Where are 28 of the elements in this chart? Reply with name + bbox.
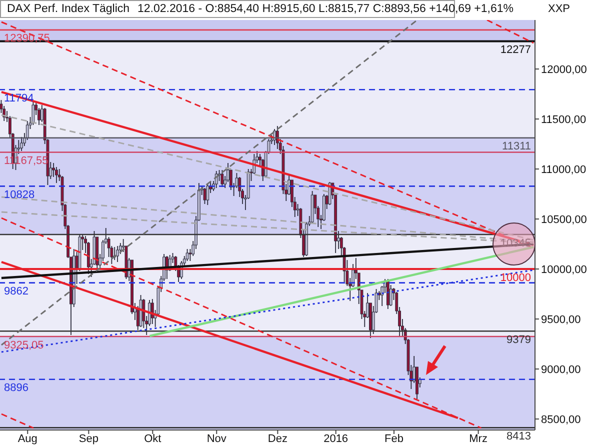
ref-line-label: 10828 (4, 189, 35, 202)
ref-line-label: 12277 (500, 44, 531, 56)
y-tick-label: 8500,00 (541, 414, 581, 426)
x-tick-label: Aug (18, 433, 38, 445)
x-tick-label: Mrz (469, 433, 488, 445)
ref-line-label: 11311 (502, 140, 531, 153)
y-tick-label: 12000,00 (541, 64, 587, 76)
y-tick-label: 10000,00 (541, 264, 587, 276)
x-tick-label: 2016 (324, 433, 348, 445)
y-tick-label: 9500,00 (541, 314, 581, 326)
ref-line-label: 8413 (506, 430, 531, 443)
y-tick-label: 10500,00 (541, 214, 587, 226)
ref-line-label: 9379 (506, 334, 531, 346)
x-tick-label: Dez (268, 433, 288, 445)
ref-line-label: 9325,05 (4, 339, 44, 352)
ref-line-label: 10000 (500, 272, 531, 284)
x-tick-label: Okt (144, 433, 162, 445)
y-tick-label: 9000,00 (541, 364, 581, 376)
y-tick-label: 11000,00 (541, 164, 586, 176)
x-tick-label: Feb (384, 433, 404, 445)
x-tick-label: Nov (206, 433, 227, 445)
chart-title: DAX Perf. Index Täglich (7, 3, 130, 15)
chart-subtitle: 12.02.2016 - O:8854,40 H:8915,60 L:8815,77 C:8893,56 +140,69 +1,61% (138, 3, 514, 15)
y-tick-label: 11500,00 (541, 114, 586, 126)
y-axis-title: XXP (548, 3, 570, 15)
ref-line-label: 8896 (4, 382, 28, 394)
x-tick-label: Sep (78, 433, 98, 445)
ref-line-label: 9862 (4, 286, 28, 298)
